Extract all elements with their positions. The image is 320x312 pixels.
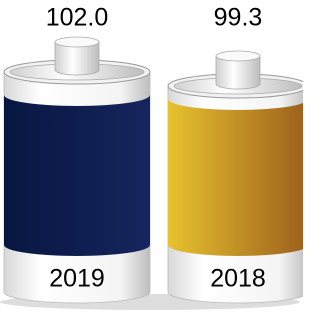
category-label: 2018 <box>210 265 266 293</box>
value-label: 99.3 <box>214 4 263 32</box>
battery-fill <box>168 99 303 256</box>
value-label: 102.0 <box>46 4 109 32</box>
battery-cap-top <box>216 51 260 61</box>
category-label: 2019 <box>49 265 105 293</box>
battery-cap-top <box>55 37 99 47</box>
chart: 102.0 2019 99.3 2018 <box>0 0 303 312</box>
battery-fill <box>4 95 150 256</box>
page: {"chart_data": {"type": "battery", "cate… <box>0 0 303 312</box>
